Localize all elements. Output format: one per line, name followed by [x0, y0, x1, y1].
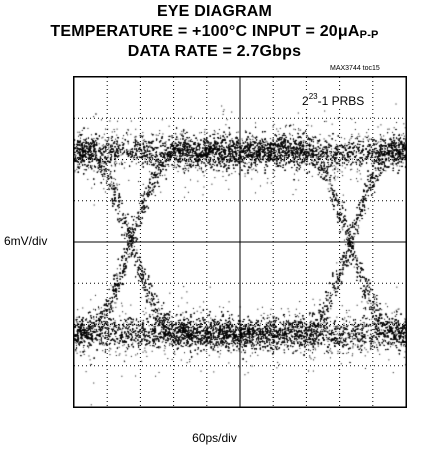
annotation-base: 2 — [302, 94, 309, 108]
chart-title-line-3: DATA RATE = 2.7Gbps — [127, 43, 302, 60]
annotation-suffix: -1 PRBS — [317, 94, 365, 108]
plot-frame — [73, 76, 407, 408]
x-scale-label: 60ps/div — [192, 431, 237, 445]
figure-tag: MAX3744 toc15 — [330, 65, 380, 72]
chart-title-line-2: TEMPERATURE = +100°C INPUT = 20μAP-P — [0, 22, 429, 43]
plot-area — [73, 76, 407, 408]
title-line-2-subscript: P-P — [359, 29, 379, 41]
oscilloscope-grid — [73, 76, 407, 408]
annotation-exponent: 23 — [308, 92, 318, 101]
pattern-annotation: 223-1 PRBS — [300, 91, 367, 108]
chart-title-line-1: EYE DIAGRAM — [156, 3, 273, 20]
y-scale-label: 6mV/div — [4, 234, 48, 248]
title-line-2-main: TEMPERATURE = +100°C INPUT = 20μA — [50, 23, 360, 40]
